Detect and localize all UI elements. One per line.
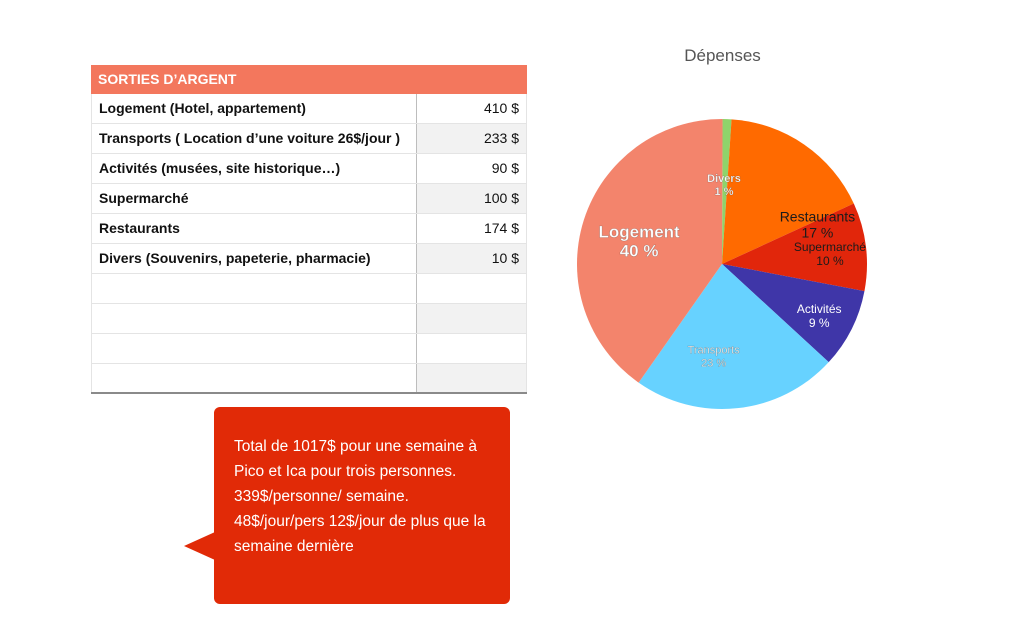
callout-tail xyxy=(184,532,215,560)
slice-name: Restaurants xyxy=(780,209,855,225)
row-value xyxy=(417,364,527,392)
row-label: Divers (Souvenirs, papeterie, pharmacie) xyxy=(91,244,417,273)
row-value: 233 $ xyxy=(417,124,527,153)
row-label: Restaurants xyxy=(91,214,417,243)
table-body: Logement (Hotel, appartement) 410 $ Transp… xyxy=(91,94,527,394)
slice-label: 9 % xyxy=(809,316,830,330)
row-label: Logement (Hotel, appartement) xyxy=(91,94,417,123)
slice-name: Logement xyxy=(598,223,680,242)
table-row: Activités (musées, site historique…) 90 $ xyxy=(91,154,527,184)
slice-label: 17 % xyxy=(801,225,833,241)
chart-title: Dépenses xyxy=(684,46,761,65)
table-row xyxy=(91,304,527,334)
summary-callout: Total de 1017$ pour une semaine à Pico e… xyxy=(214,407,510,604)
slice-name: Activités xyxy=(797,302,842,316)
row-label xyxy=(91,304,417,333)
pie-slice-logement xyxy=(576,119,723,383)
pie-slice-transports xyxy=(638,264,829,410)
slice-name: Supermarché xyxy=(794,240,866,254)
slice-label: 10 % xyxy=(816,254,844,268)
row-value xyxy=(417,304,527,333)
pie-slice-activités xyxy=(722,264,865,363)
table-row: Restaurants 174 $ xyxy=(91,214,527,244)
slice-name: Divers xyxy=(707,173,741,185)
row-value: 90 $ xyxy=(417,154,527,183)
row-label xyxy=(91,274,417,303)
table-row: Divers (Souvenirs, papeterie, pharmacie)… xyxy=(91,244,527,274)
pie-slice-divers xyxy=(722,119,732,264)
row-label xyxy=(91,364,417,392)
slice-label: 1 % xyxy=(715,186,734,198)
row-value: 10 $ xyxy=(417,244,527,273)
slice-label: 40 % xyxy=(620,242,659,261)
row-label: Supermarché xyxy=(91,184,417,213)
pie-slice-restaurants xyxy=(722,119,854,264)
pie-slice-supermarché xyxy=(722,203,867,292)
table-row xyxy=(91,364,527,394)
row-label xyxy=(91,334,417,363)
row-label: Transports ( Location d’une voiture 26$/… xyxy=(91,124,417,153)
slice-name: Transports xyxy=(688,345,741,357)
table-header: SORTIES D’ARGENT xyxy=(91,65,527,94)
table-row xyxy=(91,334,527,364)
row-label: Activités (musées, site historique…) xyxy=(91,154,417,183)
row-value: 100 $ xyxy=(417,184,527,213)
slice-label: 23 % xyxy=(701,358,726,370)
row-value xyxy=(417,334,527,363)
row-value: 174 $ xyxy=(417,214,527,243)
callout-text: Total de 1017$ pour une semaine à Pico e… xyxy=(234,438,486,555)
table-row: Transports ( Location d’une voiture 26$/… xyxy=(91,124,527,154)
row-value xyxy=(417,274,527,303)
table-row xyxy=(91,274,527,304)
table-row: Logement (Hotel, appartement) 410 $ xyxy=(91,94,527,124)
expenses-table: SORTIES D’ARGENT Logement (Hotel, appart… xyxy=(91,65,527,394)
table-row: Supermarché 100 $ xyxy=(91,184,527,214)
row-value: 410 $ xyxy=(417,94,527,123)
